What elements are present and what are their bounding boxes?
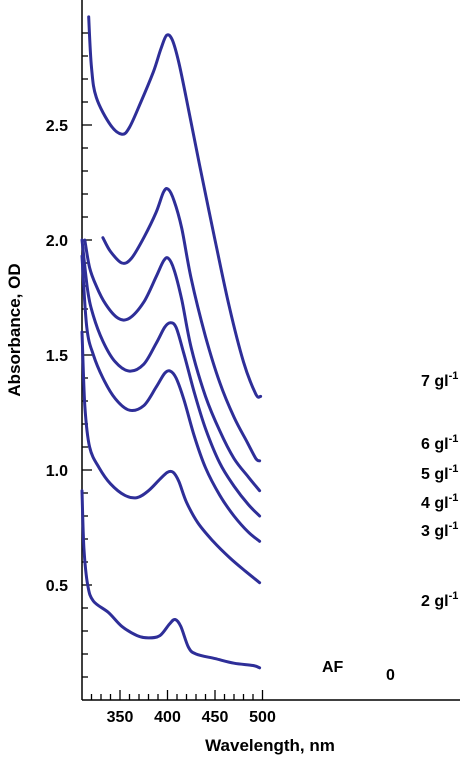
series-label-2: 6 gl-1	[421, 433, 458, 453]
series-label-6: 2 gl-1	[421, 590, 458, 610]
zero-label: 0	[386, 667, 395, 684]
y-tick-label: 2.5	[46, 118, 68, 135]
series-label-7: AF	[322, 659, 344, 676]
series-label-4: 4 gl-1	[421, 492, 458, 512]
series-line-6	[80, 330, 262, 585]
y-axis-ticks: 0.5 1.0 1.5 2.0 2.5	[46, 32, 92, 678]
series-label-5: 3 gl-1	[421, 520, 458, 540]
y-tick-label: 0.5	[46, 578, 68, 595]
x-tick-label: 450	[202, 709, 229, 726]
series-line-2	[101, 186, 262, 463]
y-tick-label: 1.5	[46, 348, 68, 365]
series-line-3	[83, 238, 262, 493]
series-label-3: 5 gl-1	[421, 463, 458, 483]
x-tick-label: 350	[107, 709, 134, 726]
series-lines	[80, 15, 263, 670]
y-axis-title: Absorbance, OD	[5, 263, 24, 396]
x-axis-ticks: 350 400 450 500	[90, 690, 276, 726]
series-line-4	[80, 238, 262, 518]
series-labels: 7 gl-1 6 gl-1 5 gl-1 4 gl-1 3 gl-1 2 gl-1 AF 0	[322, 370, 458, 684]
y-tick-label: 1.0	[46, 463, 68, 480]
x-axis-title: Wavelength, nm	[205, 736, 335, 755]
series-line-5	[80, 254, 262, 543]
y-tick-label: 2.0	[46, 233, 68, 250]
series-line-7	[80, 489, 262, 670]
series-line-1	[87, 15, 263, 399]
x-tick-label: 400	[154, 709, 181, 726]
x-tick-label: 500	[249, 709, 276, 726]
series-label-1: 7 gl-1	[421, 370, 458, 390]
